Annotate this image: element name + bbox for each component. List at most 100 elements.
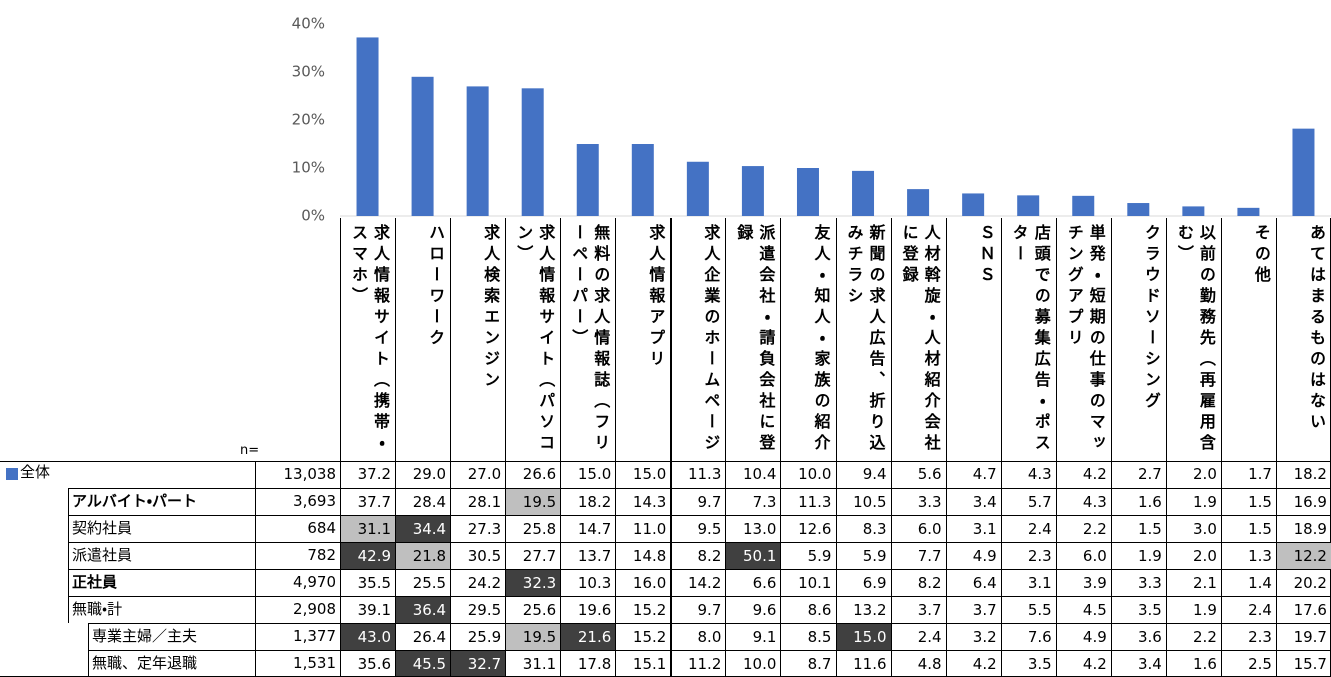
legend-swatch (6, 468, 18, 480)
table-value: 4.8 (917, 655, 942, 673)
table-value: 15.0 (836, 624, 891, 650)
table-value: 6.0 (917, 520, 942, 538)
n-value: 13,038 (283, 465, 337, 483)
value-label: 4.2 (1082, 465, 1107, 483)
border-line (780, 218, 782, 677)
table-value: 45.5 (396, 651, 451, 677)
column-header: 求人情報アプリ (646, 224, 666, 371)
table-value: 14.2 (687, 574, 722, 592)
table-value: 3.6 (1137, 628, 1162, 646)
table-value: 19.5 (506, 489, 561, 515)
table-value: 21.6 (561, 624, 616, 650)
column-header: クラウドソーシング (1141, 224, 1161, 413)
table-value: 19.7 (1293, 628, 1327, 646)
table-value: 25.6 (522, 601, 557, 619)
table-value: 1.9 (1193, 601, 1217, 619)
bar (741, 166, 764, 216)
table-value: 1.5 (1248, 493, 1272, 511)
table-value: 4.2 (1082, 655, 1107, 673)
table-value: 15.1 (632, 655, 667, 673)
bar (1237, 207, 1260, 216)
table-value: 13.0 (743, 520, 777, 538)
value-label: 5.6 (917, 465, 942, 483)
value-label: 2.7 (1137, 465, 1162, 483)
table-value: 6.6 (752, 574, 777, 592)
value-label: 15.0 (577, 465, 612, 483)
table-value: 1.9 (1193, 493, 1217, 511)
table-value: 8.2 (697, 547, 722, 565)
table-value: 1.9 (1137, 547, 1162, 565)
table-value: 19.5 (506, 624, 561, 650)
value-label: 26.6 (522, 465, 557, 483)
n-value: 4,970 (293, 573, 336, 591)
table-value: 4.9 (1082, 628, 1107, 646)
table-value: 12.2 (1276, 543, 1331, 569)
column-header: 以前の勤務先（再雇用含む） (1174, 224, 1216, 455)
column-header: 無料の求人情報誌（フリーペーパー） (569, 224, 611, 455)
value-label: 15.0 (632, 465, 667, 483)
border-line (255, 569, 256, 596)
border-line (68, 488, 1331, 489)
table-value: 28.4 (412, 493, 447, 511)
table-value: 3.4 (1137, 655, 1162, 673)
column-header: 新聞の求人広告、折り込みチラシ (844, 224, 886, 455)
table-value: 8.0 (697, 628, 722, 646)
table-value: 15.2 (632, 628, 667, 646)
border-line (340, 218, 341, 677)
bar (576, 144, 599, 216)
table-value: 5.7 (1027, 493, 1052, 511)
table-value: 18.2 (577, 493, 612, 511)
table-value: 6.9 (862, 574, 887, 592)
border-line (68, 515, 69, 542)
bar (411, 76, 434, 216)
border-line (1110, 218, 1112, 677)
table-value: 14.8 (632, 547, 667, 565)
column-header: あてはまるものはない (1306, 224, 1326, 434)
table-value: 7.7 (917, 547, 942, 565)
table-value: 20.2 (1293, 574, 1327, 592)
border-line (68, 542, 69, 569)
table-value: 1.5 (1248, 520, 1272, 538)
border-line (68, 569, 1331, 570)
table-value: 8.6 (807, 601, 832, 619)
table-value: 31.1 (341, 516, 396, 542)
border-line (1165, 218, 1167, 677)
table-value: 15.7 (1293, 655, 1327, 673)
value-label: 4.3 (1027, 465, 1052, 483)
table-value: 3.3 (917, 493, 942, 511)
table-value: 25.9 (467, 628, 502, 646)
table-value: 34.4 (396, 516, 451, 542)
table-value: 18.9 (1293, 520, 1327, 538)
border-line (255, 650, 256, 677)
bar (796, 168, 819, 216)
table-value: 10.0 (743, 655, 777, 673)
bar (1182, 206, 1205, 216)
n-value: 3,693 (293, 492, 336, 510)
table-value: 9.7 (697, 601, 722, 619)
column-header: 店頭での募集広告・ポスター (1009, 224, 1051, 455)
table-value: 2.3 (1248, 628, 1272, 646)
table-value: 4.3 (1082, 493, 1107, 511)
row-label: 専業主婦／主夫 (92, 627, 198, 645)
bar (1292, 128, 1315, 216)
table-value: 5.5 (1027, 601, 1052, 619)
table-value: 2.5 (1248, 655, 1272, 673)
value-label: 29.0 (412, 465, 447, 483)
n-value: 684 (307, 519, 336, 537)
table-value: 7.6 (1027, 628, 1052, 646)
table-value: 27.7 (522, 547, 557, 565)
table-value: 17.6 (1293, 601, 1327, 619)
y-tick-label: 0% (301, 207, 325, 225)
table-value: 35.5 (357, 574, 392, 592)
table-value: 9.6 (752, 601, 777, 619)
value-label: 9.4 (862, 465, 887, 483)
column-header: ＳＮＳ (976, 224, 996, 287)
border-line (1220, 218, 1222, 677)
value-label: 27.0 (467, 465, 502, 483)
column-header: その他 (1251, 224, 1271, 287)
table-value: 39.1 (357, 601, 392, 619)
table-value: 28.1 (467, 493, 502, 511)
table-value: 17.8 (577, 655, 612, 673)
table-value: 25.8 (522, 520, 557, 538)
